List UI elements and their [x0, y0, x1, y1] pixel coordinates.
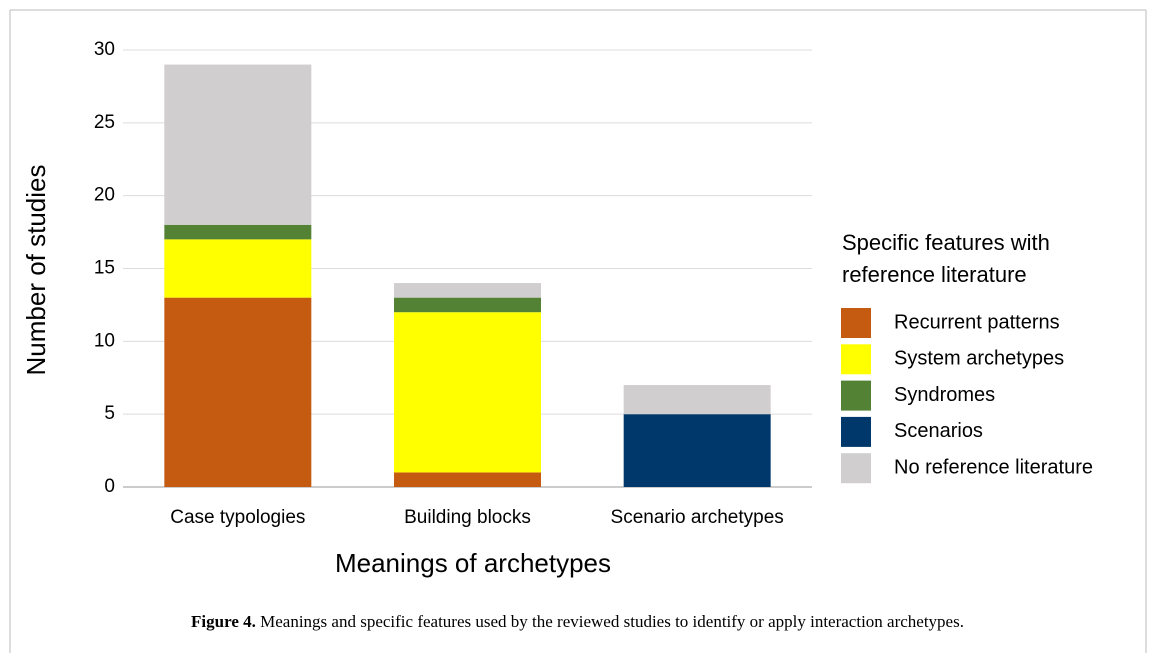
legend-label: Scenarios: [894, 420, 983, 442]
x-tick-label: Building blocks: [404, 507, 531, 528]
legend-label: System archetypes: [894, 348, 1064, 370]
bar-segment: [164, 239, 312, 298]
bar-segment: [623, 385, 771, 415]
bar-segment: [623, 414, 771, 487]
x-axis-title: Meanings of archetypes: [335, 548, 611, 578]
y-tick-label: 15: [94, 258, 115, 279]
bar-segment: [394, 472, 541, 487]
y-tick-label: 10: [94, 330, 115, 351]
bar-segment: [164, 64, 312, 225]
y-axis-title: Number of studies: [21, 165, 51, 376]
bar-segment: [394, 297, 541, 313]
legend-label: No reference literature: [894, 456, 1093, 478]
y-tick-label: 0: [104, 476, 115, 497]
bar-segment: [164, 297, 312, 487]
legend-swatch: [841, 453, 871, 484]
bar-segment: [164, 224, 312, 240]
bar-segment: [394, 312, 541, 473]
legend-swatch: [841, 308, 871, 338]
legend-label: Recurrent patterns: [894, 311, 1060, 333]
legend-swatch: [841, 344, 871, 375]
y-tick-label: 30: [94, 39, 115, 60]
legend-title: Specific features with reference literat…: [842, 230, 1050, 287]
y-tick-label: 5: [104, 403, 115, 424]
legend-swatch: [841, 416, 871, 447]
x-tick-label: Scenario archetypes: [611, 507, 784, 528]
caption-text: Meanings and specific features used by t…: [260, 612, 964, 631]
x-tick-label: Case typologies: [170, 507, 305, 528]
y-tick-label: 25: [94, 112, 115, 133]
caption: Figure 4. Meanings and specific features…: [0, 612, 1155, 632]
y-tick-label: 20: [94, 185, 115, 206]
legend-swatch: [841, 380, 871, 411]
caption-label: Figure 4.: [191, 612, 256, 631]
bar-segment: [394, 283, 541, 298]
legend-label: Syndromes: [894, 384, 995, 406]
